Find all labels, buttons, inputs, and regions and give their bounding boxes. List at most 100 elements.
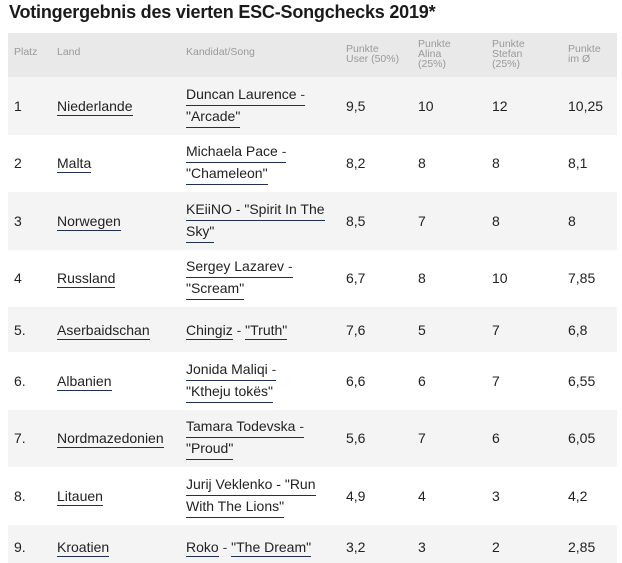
artist-link[interactable]: Jurij Veklenko: [186, 475, 273, 492]
results-table: Platz Land Kandidat/Song Punkte User (50%…: [8, 33, 617, 563]
song-link[interactable]: "Scream": [186, 278, 245, 301]
song-link[interactable]: "Arcade": [186, 106, 241, 128]
song-link[interactable]: "The Dream": [231, 539, 312, 557]
artist-link[interactable]: Sergey Lazarev: [186, 258, 285, 275]
cell-kandidat: Michaela Pace - "Chameleon": [180, 135, 340, 193]
country-link[interactable]: Aserbaidschan: [57, 321, 150, 340]
table-row: 8. Litauen Jurij Veklenko - "Run With The L…: [8, 467, 617, 525]
header-punkte-avg: Punkte im Ø: [568, 43, 601, 65]
table-row: 3 Norwegen KEiiNO - "Spirit In The Sky" 8,5 7…: [8, 192, 617, 250]
cell-land: Albanien: [51, 352, 180, 410]
header-platz: Platz: [14, 46, 38, 58]
artist-link[interactable]: Duncan Laurence: [186, 85, 297, 102]
cell-alina: 3: [418, 539, 426, 555]
cell-user: 4,9: [346, 487, 366, 504]
cell-user: 8,2: [346, 155, 366, 172]
country-link[interactable]: Albanien: [57, 372, 112, 391]
cell-alina: 4: [418, 487, 426, 504]
cell-kandidat: Chingiz - "Truth": [186, 321, 288, 340]
cell-user: 9,5: [346, 97, 366, 114]
cell-land: Norwegen: [51, 192, 180, 250]
song-link[interactable]: "Run: [284, 475, 316, 492]
cell-avg: 2,85: [568, 539, 596, 555]
header-punkte-stefan: Punkte Stefan (25%): [492, 38, 525, 70]
country-link[interactable]: Russland: [57, 270, 116, 289]
artist-link[interactable]: Chingiz: [186, 321, 233, 340]
page-title: Votingergebnis des vierten ESC-Songcheck…: [9, 2, 436, 22]
cell-alina: 10: [418, 97, 434, 114]
cell-land: Niederlande: [51, 77, 180, 135]
cell-platz: 7.: [14, 430, 26, 447]
country-link[interactable]: Norwegen: [57, 212, 121, 231]
table-row: 7. Nordmazedonien Tamara Todevska - "Proud"…: [8, 409, 617, 468]
cell-user: 7,6: [346, 321, 366, 338]
artist-link[interactable]: Tamara Todevska: [186, 418, 296, 435]
cell-kandidat: Sergey Lazarev - "Scream": [180, 250, 340, 308]
cell-avg: 8: [568, 212, 576, 229]
cell-kandidat: Tamara Todevska - "Proud": [180, 410, 340, 468]
artist-link[interactable]: Michaela Pace: [186, 143, 278, 160]
cell-land: Aserbaidschan: [51, 307, 180, 352]
cell-alina: 7: [418, 430, 426, 447]
cell-platz: 9.: [14, 539, 26, 555]
country-link[interactable]: Kroatien: [57, 539, 110, 557]
cell-kandidat: Duncan Laurence - "Arcade": [180, 77, 340, 135]
cell-alina: 6: [418, 372, 426, 389]
cell-stefan: 10: [492, 270, 508, 287]
header-punkte-alina: Punkte Alina (25%): [418, 38, 451, 70]
table-header-row: Platz Land Kandidat/Song Punkte User (50%…: [8, 33, 617, 77]
cell-user: 5,6: [346, 430, 366, 447]
artist-link[interactable]: KEiiNO: [186, 200, 232, 217]
cell-land: Russland: [51, 250, 180, 308]
header-punkte-user: Punkte User (50%): [346, 43, 400, 65]
cell-alina: 8: [418, 155, 426, 172]
cell-platz: 6.: [14, 372, 26, 389]
cell-platz: 2: [14, 155, 22, 172]
cell-user: 6,6: [346, 372, 366, 389]
country-link[interactable]: Malta: [57, 155, 92, 174]
song-link[interactable]: "Ktheju tokës": [186, 381, 273, 403]
song-link[interactable]: "Truth": [245, 321, 288, 340]
table-row: 9. Kroatien Roko - "The Dream" 3,2 3 2 2,85: [8, 524, 617, 563]
cell-stefan: 7: [492, 372, 500, 389]
artist-link[interactable]: Jonida Maliqi: [186, 360, 268, 377]
cell-avg: 8,1: [568, 155, 588, 172]
cell-platz: 3: [14, 212, 22, 229]
song-link[interactable]: "Proud": [186, 438, 234, 461]
cell-stefan: 2: [492, 539, 500, 555]
cell-platz: 5.: [14, 321, 26, 338]
cell-avg: 6,8: [568, 321, 588, 338]
cell-kandidat: Roko - "The Dream": [186, 539, 312, 557]
cell-stefan: 3: [492, 487, 500, 504]
cell-stefan: 6: [492, 430, 500, 447]
cell-alina: 5: [418, 321, 426, 338]
cell-user: 8,5: [346, 212, 366, 229]
artist-link[interactable]: Roko: [186, 539, 219, 557]
cell-land: Kroatien: [51, 525, 180, 563]
song-link[interactable]: "Chameleon": [186, 163, 268, 186]
cell-stefan: 8: [492, 212, 500, 229]
song-link-cont[interactable]: With The Lions": [186, 496, 285, 518]
country-link[interactable]: Niederlande: [57, 97, 133, 116]
table-row: 2 Malta Michaela Pace - "Chameleon" 8,2 8 8 8,1: [8, 135, 617, 193]
cell-platz: 1: [14, 97, 22, 114]
cell-alina: 7: [418, 212, 426, 229]
cell-stefan: 7: [492, 321, 500, 338]
cell-avg: 10,25: [568, 97, 604, 114]
cell-alina: 8: [418, 270, 426, 287]
cell-user: 6,7: [346, 270, 366, 287]
table-row: 4 Russland Sergey Lazarev - "Scream" 6,7 8 10 7…: [8, 250, 617, 308]
header-kandidat: Kandidat/Song: [186, 46, 255, 58]
country-link[interactable]: Nordmazedonien: [57, 430, 164, 449]
song-link-cont[interactable]: Sky": [186, 221, 215, 243]
song-link[interactable]: "Spirit In The: [244, 200, 325, 217]
cell-kandidat: Jonida Maliqi - "Ktheju tokës": [180, 352, 340, 410]
cell-kandidat: KEiiNO - "Spirit In The Sky": [180, 192, 340, 250]
header-land: Land: [57, 46, 81, 58]
cell-kandidat: Jurij Veklenko - "Run With The Lions": [180, 467, 340, 525]
table-row: 5. Aserbaidschan Chingiz - "Truth" 7,6 5 7 6,8: [8, 307, 617, 352]
cell-land: Malta: [51, 135, 180, 193]
cell-stefan: 8: [492, 155, 500, 172]
country-link[interactable]: Litauen: [57, 487, 103, 506]
